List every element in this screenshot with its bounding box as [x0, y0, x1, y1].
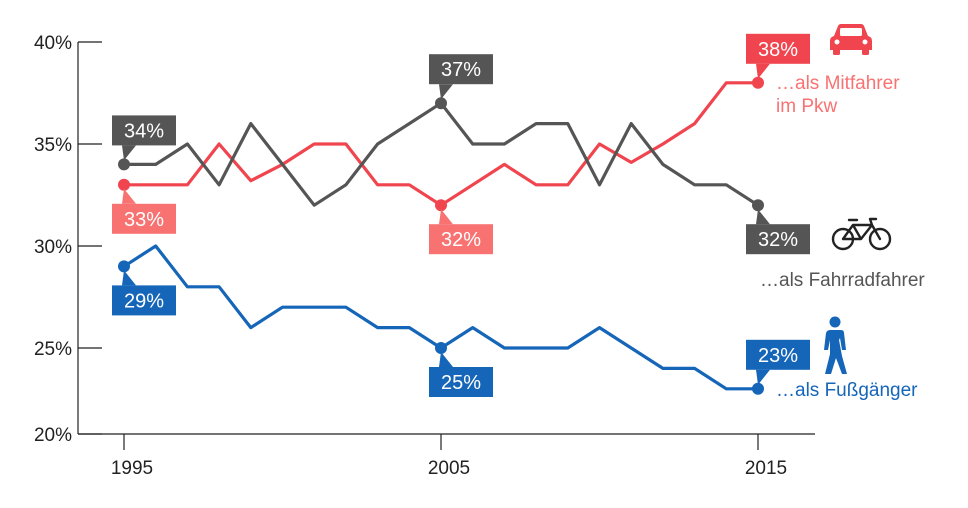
callout-label: 38% — [746, 33, 810, 79]
data-point — [435, 97, 447, 110]
car-headlight — [862, 39, 868, 45]
callout-box — [429, 54, 493, 85]
data-point — [435, 342, 447, 354]
callout-text: 38% — [758, 39, 798, 61]
bicycle-icon — [831, 217, 892, 251]
bicycle-wheel — [868, 227, 892, 251]
callout-text: 33% — [124, 209, 164, 231]
callout-box — [746, 339, 810, 370]
data-point — [752, 199, 764, 212]
car-icon — [830, 24, 872, 55]
x-tick-label: 1995 — [111, 458, 153, 479]
pedestrian-head — [829, 316, 841, 328]
car-headlight — [834, 39, 840, 45]
callout-label: 32% — [429, 209, 493, 255]
callout-box — [429, 367, 493, 397]
callout-text: 37% — [441, 59, 481, 81]
data-point — [435, 199, 447, 212]
y-tick-label: 30% — [34, 237, 72, 258]
callout-box — [112, 285, 176, 316]
callout-text: 23% — [758, 345, 798, 367]
callout-text: 34% — [124, 120, 164, 142]
series-icons — [824, 24, 892, 374]
y-tick-label: 35% — [34, 135, 72, 156]
data-point — [118, 178, 130, 191]
callout-box — [429, 224, 493, 255]
callout-box — [746, 224, 810, 255]
series-label-fahrradfahrer: …als Fahrradfahrer — [760, 270, 925, 291]
y-tick-label: 40% — [34, 33, 72, 54]
callout-label: 34% — [112, 115, 176, 161]
axes: 20% 25% 30% 35% 40% 1995 2005 2015 — [34, 33, 815, 479]
y-tick-label: 20% — [34, 425, 72, 446]
callout-tail — [756, 209, 770, 225]
callout-label: 29% — [112, 270, 176, 316]
callout-label: 32% — [746, 209, 810, 255]
callout-text: 32% — [758, 229, 798, 251]
pedestrian-body — [824, 330, 847, 374]
data-point — [118, 158, 130, 171]
car-window — [840, 28, 862, 36]
callout-text: 29% — [124, 290, 164, 312]
callout-label: 25% — [429, 352, 493, 397]
car-wheel — [862, 49, 869, 55]
series-label-fussgaenger: …als Fußgänger — [776, 380, 918, 401]
callout-box — [746, 33, 810, 64]
callout-box — [112, 203, 176, 234]
callout-label: 33% — [112, 188, 176, 234]
callout-label: 23% — [746, 339, 810, 385]
pedestrian-icon — [824, 316, 847, 374]
callout-tail — [439, 352, 453, 367]
callout-tail — [756, 63, 770, 79]
bicycle-frame — [841, 217, 882, 241]
car-wheel — [833, 49, 840, 55]
y-tick-label: 25% — [34, 339, 72, 360]
callouts: 34% 33% 29% 37% 32% 25% 38% 32% 23% — [112, 33, 810, 397]
callout-tail — [756, 369, 770, 385]
callout-tail — [122, 270, 136, 286]
data-point — [118, 260, 130, 273]
series-label-mitfahrer: im Pkw — [776, 96, 838, 117]
data-point — [752, 76, 764, 89]
data-point — [752, 382, 764, 395]
callout-tail — [122, 145, 136, 161]
callout-text: 25% — [441, 372, 481, 394]
callout-tail — [122, 188, 136, 204]
callout-text: 32% — [441, 229, 481, 251]
callout-label: 37% — [429, 54, 493, 100]
callout-tail — [439, 84, 453, 100]
x-tick-label: 2015 — [745, 458, 787, 479]
callout-box — [112, 115, 176, 146]
car-body — [830, 24, 872, 50]
series-label-mitfahrer: …als Mitfahrer — [776, 73, 900, 94]
series-line-fahrradfahrer — [122, 101, 760, 207]
x-tick-label: 2005 — [428, 458, 470, 479]
callout-tail — [439, 209, 453, 225]
